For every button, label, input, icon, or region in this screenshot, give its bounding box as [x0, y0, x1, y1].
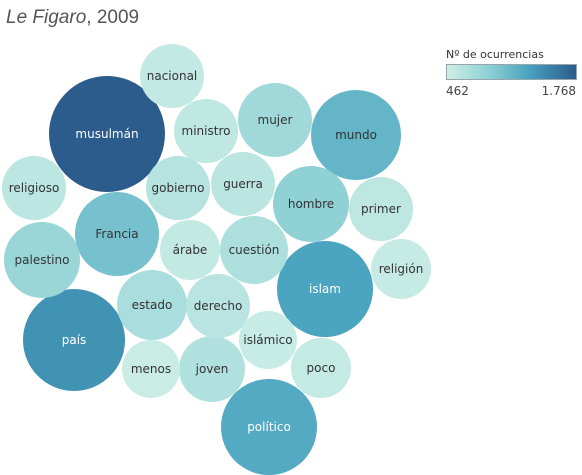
bubble-label: musulmán: [75, 127, 138, 141]
bubble-label: árabe: [173, 243, 208, 257]
bubble-21[interactable]: religión: [371, 239, 431, 299]
bubble-8[interactable]: mujer: [238, 83, 312, 157]
bubble-label: islam: [309, 282, 341, 296]
bubble-6[interactable]: hombre: [273, 166, 349, 242]
bubble-circle[interactable]: [239, 311, 297, 369]
bubble-17[interactable]: ministro: [174, 99, 238, 163]
bubble-label: poco: [307, 361, 336, 375]
bubble-20[interactable]: poco: [291, 338, 351, 398]
bubble-label: religioso: [9, 181, 60, 195]
bubble-14[interactable]: guerra: [211, 152, 275, 216]
bubble-13[interactable]: derecho: [186, 274, 250, 338]
bubble-circle[interactable]: [291, 338, 351, 398]
bubble-circle[interactable]: [371, 239, 431, 299]
bubble-label: joven: [195, 362, 229, 376]
bubble-label: palestino: [15, 253, 70, 267]
bubble-10[interactable]: cuestión: [220, 216, 288, 284]
bubble-11[interactable]: joven: [179, 336, 245, 402]
bubble-label: Francia: [95, 227, 138, 241]
bubble-label: cuestión: [229, 243, 280, 257]
bubble-label: estado: [132, 298, 173, 312]
bubble-circle[interactable]: [49, 76, 165, 192]
bubble-circle[interactable]: [146, 156, 210, 220]
bubble-circle[interactable]: [140, 44, 204, 108]
bubble-circle[interactable]: [220, 216, 288, 284]
bubble-label: nacional: [147, 69, 198, 83]
bubble-circle[interactable]: [273, 166, 349, 242]
bubble-label: gobierno: [152, 181, 205, 195]
bubble-circle[interactable]: [174, 99, 238, 163]
bubble-23[interactable]: menos: [122, 340, 180, 398]
bubble-circle[interactable]: [277, 241, 373, 337]
bubble-circle[interactable]: [4, 222, 80, 298]
bubble-9[interactable]: estado: [117, 270, 187, 340]
bubble-circle[interactable]: [122, 340, 180, 398]
bubble-22[interactable]: islámico: [239, 311, 297, 369]
bubble-circle[interactable]: [211, 152, 275, 216]
bubble-4[interactable]: mundo: [311, 90, 401, 180]
bubble-label: político: [247, 420, 291, 434]
bubble-circle[interactable]: [117, 270, 187, 340]
bubble-label: mundo: [335, 128, 377, 142]
bubble-label: religión: [379, 262, 424, 276]
bubble-15[interactable]: religioso: [2, 156, 66, 220]
bubble-label: mujer: [258, 113, 293, 127]
bubble-5[interactable]: Francia: [75, 192, 159, 276]
bubble-18[interactable]: nacional: [140, 44, 204, 108]
bubble-label: menos: [131, 362, 171, 376]
bubble-label: derecho: [194, 299, 243, 313]
bubble-circle[interactable]: [238, 83, 312, 157]
bubble-label: islámico: [243, 333, 292, 347]
bubble-label: guerra: [223, 177, 263, 191]
bubble-16[interactable]: primer: [349, 177, 413, 241]
bubble-label: país: [62, 333, 87, 347]
bubble-circle[interactable]: [75, 192, 159, 276]
bubble-circle[interactable]: [186, 274, 250, 338]
bubble-0[interactable]: musulmán: [49, 76, 165, 192]
bubble-1[interactable]: país: [23, 289, 125, 391]
legend-min-label: 462: [446, 84, 469, 98]
bubble-2[interactable]: islam: [277, 241, 373, 337]
bubble-3[interactable]: político: [221, 379, 317, 475]
bubble-19[interactable]: árabe: [160, 220, 220, 280]
bubble-circle[interactable]: [179, 336, 245, 402]
bubble-12[interactable]: gobierno: [146, 156, 210, 220]
legend-max-label: 1.768: [541, 84, 576, 98]
chart-title: Le Figaro, 2009: [6, 7, 140, 28]
legend-color-ramp: [446, 64, 577, 80]
bubble-circle[interactable]: [23, 289, 125, 391]
bubble-7[interactable]: palestino: [4, 222, 80, 298]
legend-title: Nº de ocurrencias: [446, 48, 544, 61]
bubble-label: ministro: [182, 124, 231, 138]
bubble-label: hombre: [288, 197, 334, 211]
bubble-circle[interactable]: [311, 90, 401, 180]
bubble-circle[interactable]: [221, 379, 317, 475]
bubble-label: primer: [361, 202, 401, 216]
bubble-circle[interactable]: [2, 156, 66, 220]
bubble-circle[interactable]: [349, 177, 413, 241]
bubble-circle[interactable]: [160, 220, 220, 280]
